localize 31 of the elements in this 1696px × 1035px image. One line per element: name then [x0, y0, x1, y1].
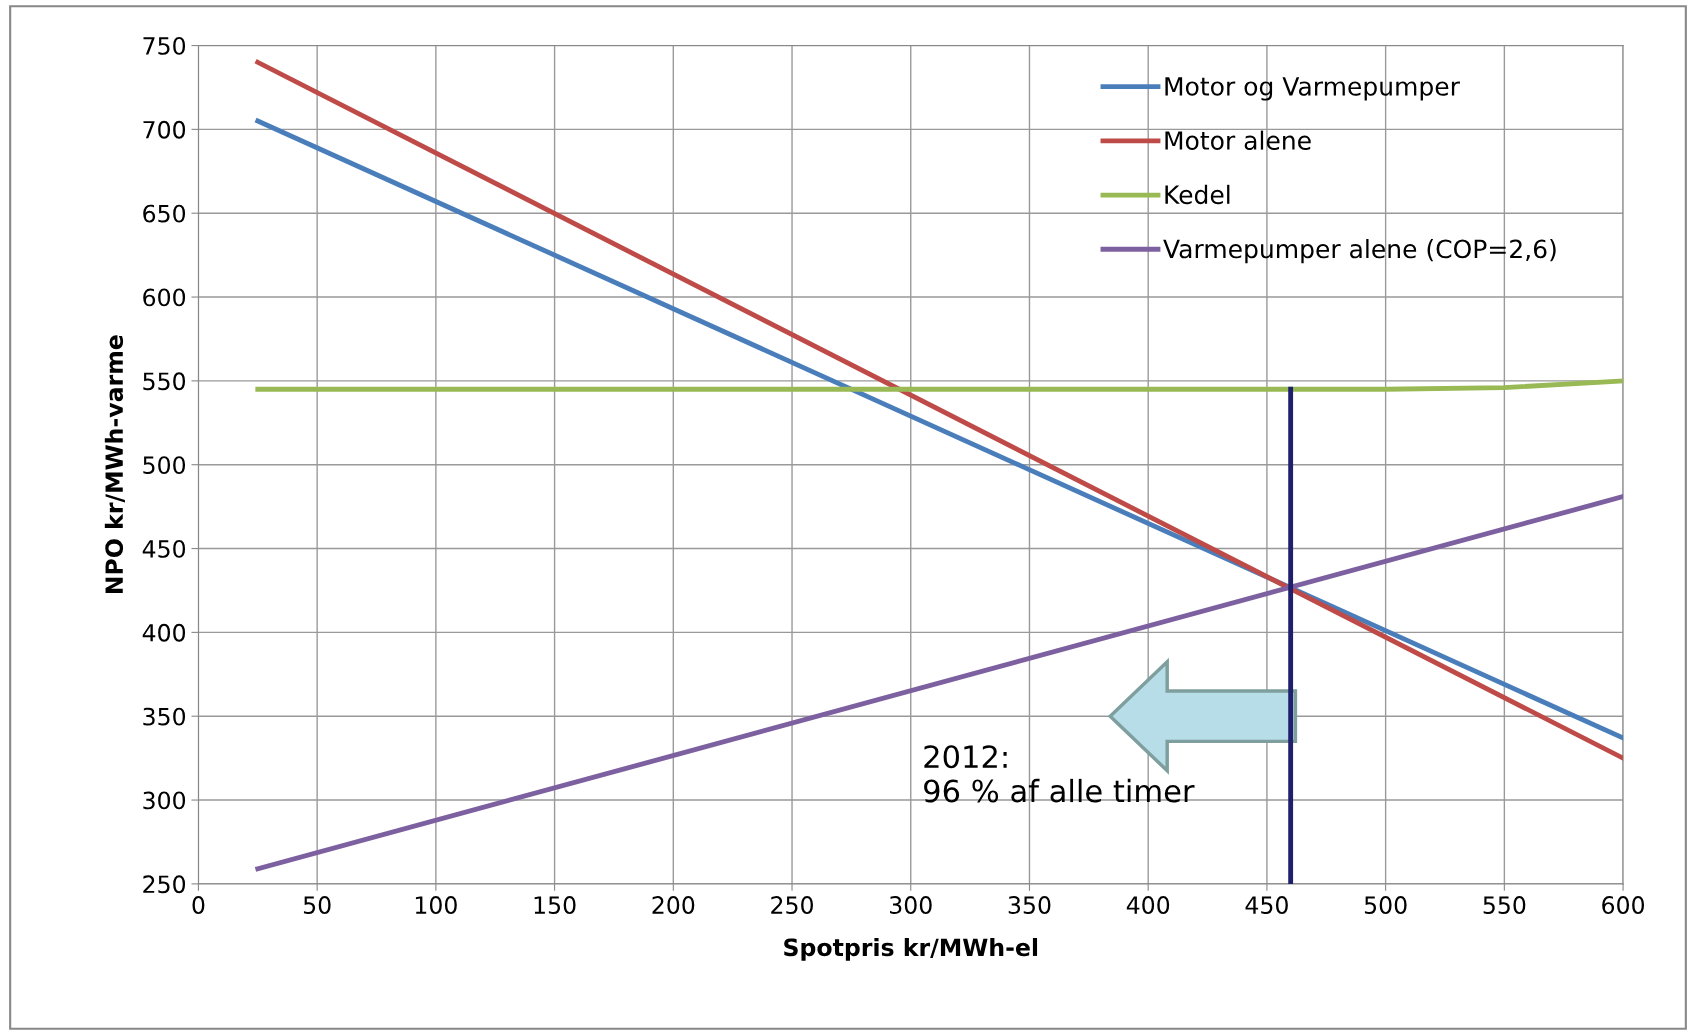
x-tick-label: 0: [192, 896, 205, 914]
y-tick-label: 250: [143, 875, 186, 894]
legend-label: Motor og Varmepumper: [1165, 77, 1460, 101]
x-tick-label: 100: [415, 896, 457, 914]
x-axis-title: Spotpris kr/MWh-el: [784, 937, 1038, 961]
x-tick-label: 350: [1008, 896, 1051, 914]
y-tick-label: 750: [143, 36, 186, 55]
y-tick-label: 300: [143, 791, 186, 810]
x-tick-label: 550: [1483, 896, 1526, 914]
legend-label: Kedel: [1165, 184, 1230, 205]
x-tick-label: 500: [1364, 896, 1407, 914]
x-tick-label: 150: [534, 896, 576, 914]
annotation: 2012: 96 % af alle timer: [924, 745, 1195, 803]
x-tick-label: 200: [652, 896, 695, 914]
y-tick-label: 600: [143, 288, 186, 307]
x-tick-label: 300: [890, 896, 932, 914]
y-tick-label: 550: [143, 372, 186, 391]
y-tick-label: 650: [143, 204, 186, 223]
x-tick-label: 600: [1602, 896, 1645, 914]
x-tick-label: 50: [303, 896, 331, 914]
x-tick-label: 450: [1245, 896, 1288, 914]
legend-label: Varmepumper alene (COP=2,6): [1163, 239, 1556, 264]
legend-label: Motor alene: [1165, 130, 1311, 150]
y-tick-label: 400: [142, 623, 186, 642]
x-tick-label: 400: [1126, 896, 1170, 914]
y-tick-label: 450: [142, 540, 186, 558]
y-axis-title: NPO kr/MWh-varme: [104, 335, 125, 594]
y-tick-label: 350: [143, 707, 186, 726]
y-tick-label: 500: [143, 456, 186, 475]
x-tick-label: 250: [771, 896, 813, 914]
y-tick-label: 700: [143, 120, 186, 139]
